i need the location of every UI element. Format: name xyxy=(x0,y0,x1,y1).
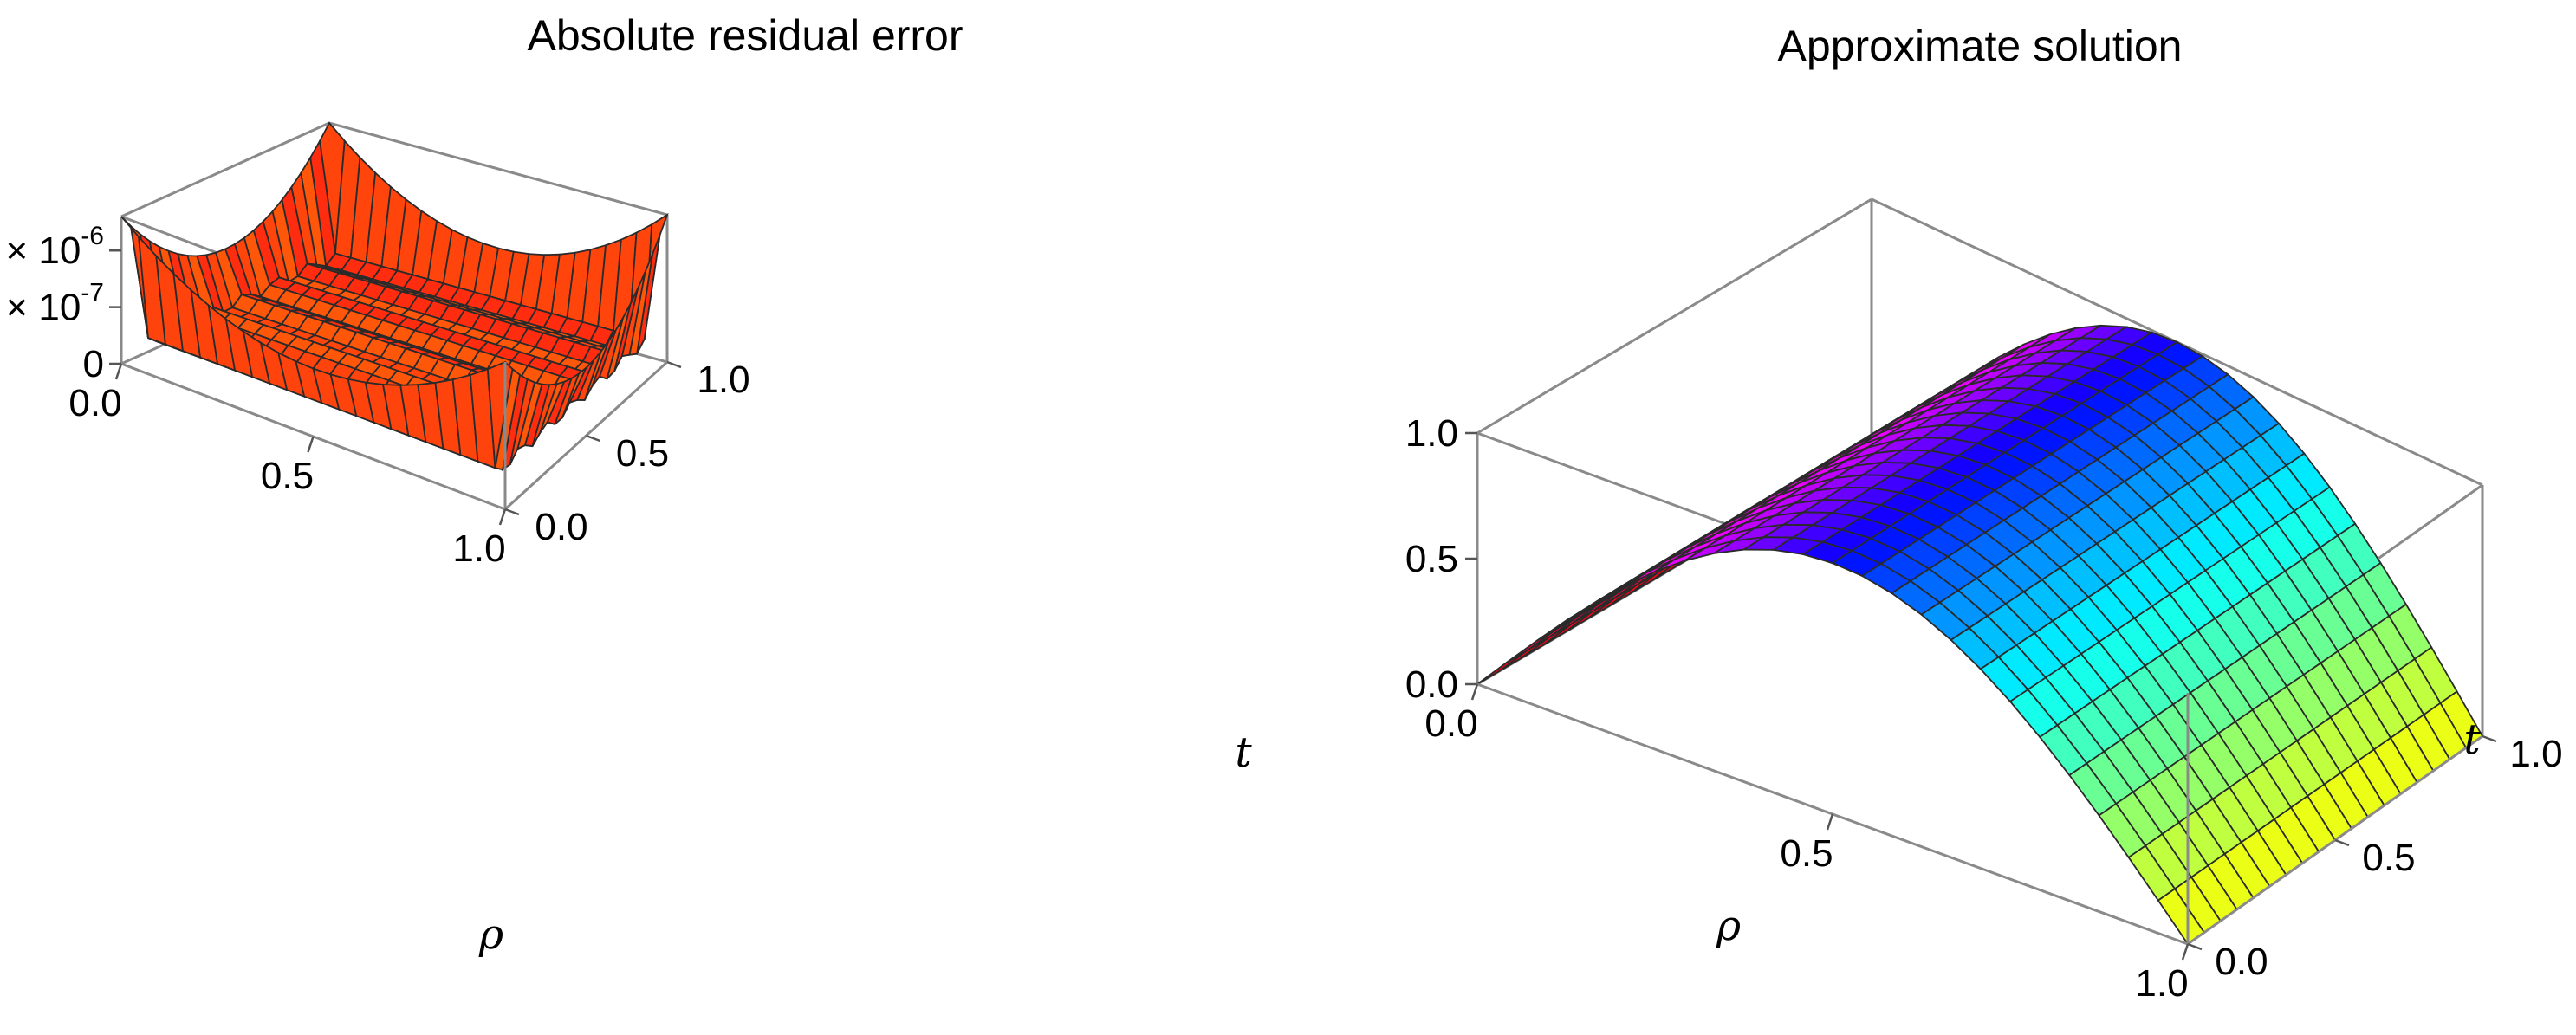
z-tick-label: 5. × 10-7 xyxy=(0,279,104,329)
y-tick-mark xyxy=(2334,838,2350,847)
x-tick-mark xyxy=(2181,943,2190,961)
chart-title: Absolute residual error xyxy=(527,11,963,60)
axis-ticks: 0.0 0.5 1.0 0.0 0.5 1.0 0 5. × 10-7 1. × 10-6 xyxy=(0,222,750,570)
x-tick-label: 1.0 xyxy=(452,527,505,570)
z-tick-label: 0.0 xyxy=(1405,663,1458,706)
box-edge xyxy=(1476,197,1872,435)
x-tick-label: 0.0 xyxy=(1424,702,1477,745)
y-axis-label: t xyxy=(2463,715,2481,764)
x-tick-mark xyxy=(1826,813,1834,831)
y-tick-label: 0.0 xyxy=(535,506,587,548)
x-tick-mark xyxy=(498,508,507,526)
x-tick-label: 0.5 xyxy=(1780,832,1833,875)
x-tick-label: 1.0 xyxy=(2135,962,2188,1005)
y-axis-label: t xyxy=(1235,728,1252,777)
x-tick-mark xyxy=(114,363,123,380)
z-tick-label: 0 xyxy=(83,343,104,385)
box-edge xyxy=(120,121,330,218)
z-tick-label: 0.5 xyxy=(1405,538,1458,580)
x-tick-label: 0.0 xyxy=(68,382,121,424)
axis-ticks: 0.0 0.5 1.0 0.0 0.5 1.0 0.0 0.5 1.0 xyxy=(1405,412,2563,1005)
z-tick-exponent: -6 xyxy=(81,222,104,250)
z-tick-exponent: -7 xyxy=(81,279,104,307)
surface xyxy=(120,121,669,472)
y-tick-label: 1.0 xyxy=(697,359,749,401)
approximate-solution-chart: Approximate solution 0.00.51.00.00.51.00… xyxy=(1405,22,2563,1005)
chart-title: Approximate solution xyxy=(1778,22,2183,70)
y-tick-label: 0.0 xyxy=(2215,941,2268,983)
residual-error-chart: Absolute residual error 0.0 0.5 1.0 0.0 0.5 1… xyxy=(0,11,1252,959)
surface xyxy=(1476,324,2484,946)
x-tick-label: 0.5 xyxy=(261,455,314,497)
z-tick-label: 1.0 xyxy=(1405,412,1458,455)
y-tick-label: 0.5 xyxy=(2362,837,2415,879)
y-tick-mark xyxy=(666,360,682,369)
y-tick-mark xyxy=(586,434,600,443)
y-tick-label: 0.5 xyxy=(616,432,669,475)
x-axis-label: ρ xyxy=(1716,902,1741,950)
z-tick-label: 1. × 10-6 xyxy=(0,222,104,272)
x-axis-label: ρ xyxy=(478,910,503,959)
y-tick-mark xyxy=(2187,942,2203,951)
x-tick-mark xyxy=(1470,683,1479,701)
y-tick-mark xyxy=(2482,734,2497,743)
y-tick-label: 1.0 xyxy=(2509,733,2562,775)
y-tick-mark xyxy=(504,508,520,516)
x-tick-mark xyxy=(307,436,315,453)
box-edge xyxy=(328,121,668,217)
